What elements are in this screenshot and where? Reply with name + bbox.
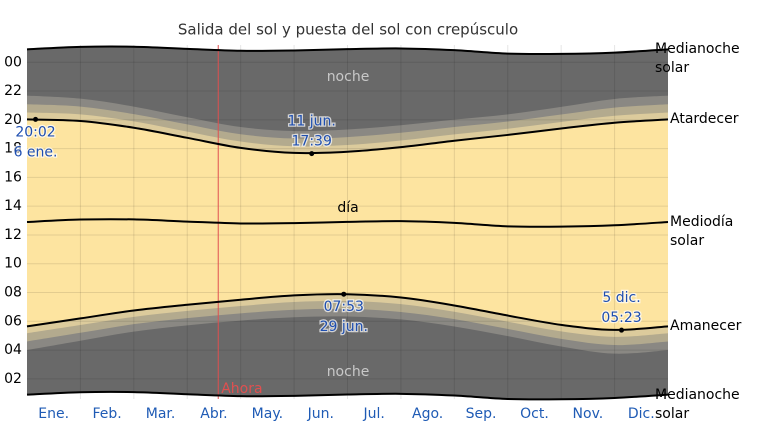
y-tick-label: 04 (4, 342, 22, 358)
series-label: Medianoche solar (655, 386, 740, 422)
x-tick-label: May. (252, 406, 283, 422)
x-tick-label: Dic. (628, 406, 655, 422)
annotation-label: 20:02 (15, 124, 55, 140)
now-label: Ahora (221, 381, 262, 397)
y-tick-label: 12 (4, 227, 22, 243)
x-tick-label: Mar. (146, 406, 176, 422)
y-tick-label: 16 (4, 169, 22, 185)
annotation-label: 05:23 (601, 310, 641, 326)
day-area (27, 119, 668, 330)
annotation-dot (309, 151, 315, 157)
x-tick-label: Abr. (200, 406, 227, 422)
series-line (26, 218, 669, 228)
series-line (26, 390, 669, 401)
x-tick-label: Ene. (38, 406, 69, 422)
annotation-dot (619, 327, 625, 333)
y-tick-label: 10 (4, 256, 22, 272)
x-tick-label: Jul. (363, 406, 385, 422)
y-tick-label: 14 (4, 198, 22, 214)
annotation-label: 6 ene. (14, 144, 58, 160)
annotation-dot (33, 116, 39, 122)
series-label: Amanecer (670, 318, 742, 335)
series-line (26, 45, 669, 56)
series-label: Medianoche solar (655, 41, 740, 77)
x-tick-label: Nov. (573, 406, 604, 422)
annotation-label: 17:39 (292, 134, 332, 150)
annotation-label: 07:53 (324, 299, 364, 315)
annotation-label: 29 jun. (320, 319, 368, 335)
day-label: día (337, 200, 358, 216)
annotation-label: 5 dic. (602, 290, 640, 306)
series-line (26, 293, 669, 331)
chart-title: Salida del sol y puesta del sol con crep… (178, 21, 518, 39)
y-tick-label: 00 (4, 54, 22, 70)
y-tick-label: 18 (4, 141, 22, 157)
night-label: noche (327, 364, 370, 380)
y-tick-label: 06 (4, 313, 22, 329)
annotation-dot (341, 291, 347, 297)
y-tick-label: 22 (4, 83, 22, 99)
x-tick-label: Feb. (93, 406, 122, 422)
series-label: Mediodía solar (670, 214, 734, 249)
night-label: noche (327, 69, 370, 85)
x-tick-label: Oct. (520, 406, 549, 422)
y-tick-label: 08 (4, 285, 22, 301)
series-line (26, 118, 669, 155)
x-tick-label: Ago. (412, 406, 443, 422)
series-label: Atardecer (670, 111, 739, 128)
y-tick-label: 20 (4, 112, 22, 128)
annotation-label: 11 jun. (288, 114, 336, 130)
x-tick-label: Sep. (466, 406, 497, 422)
x-tick-label: Jun. (307, 406, 334, 422)
y-tick-label: 02 (4, 371, 22, 387)
